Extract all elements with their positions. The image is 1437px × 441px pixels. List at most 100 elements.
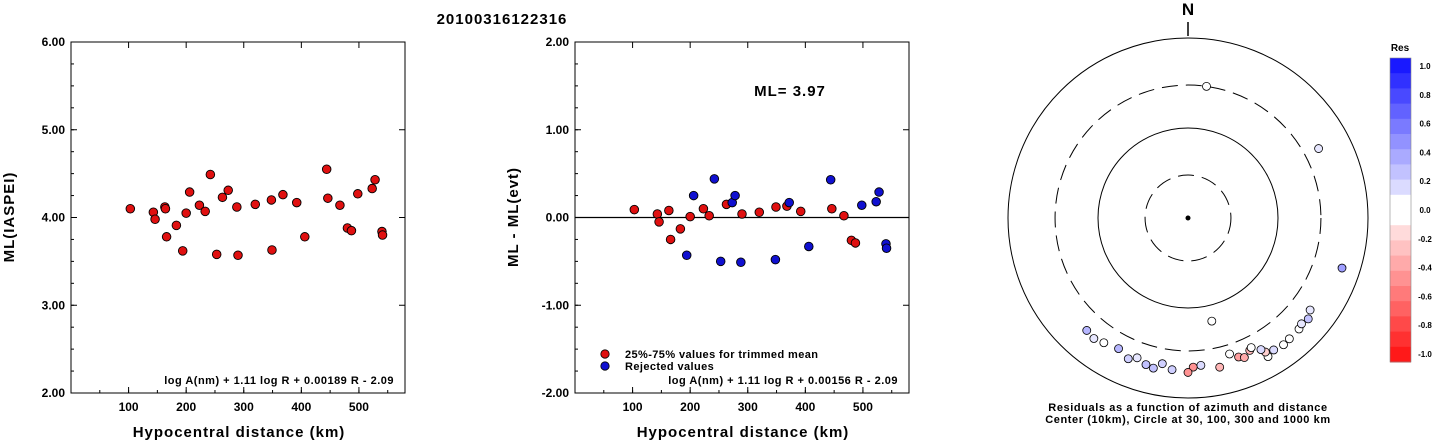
panel1-data-point [370, 175, 380, 185]
panel2-trimmed-point [629, 204, 640, 215]
polar-station-point [1132, 353, 1142, 363]
panel2-x-tick-label: 200 [680, 400, 700, 414]
polar-station-point [1303, 314, 1313, 324]
panel1-data-point [367, 183, 377, 194]
polar-caption-line1: Residuals as a function of azimuth and d… [1048, 402, 1327, 414]
panel2-trimmed-point [652, 209, 663, 219]
panel1-formula: log A(nm) + 1.11 log R + 0.00189 R - 2.0… [164, 375, 394, 387]
panel2-rejected-point [804, 241, 814, 252]
polar-station-point [1284, 334, 1294, 344]
colorbar-cell [1390, 164, 1411, 181]
panel2-x-tick-label: 400 [795, 400, 815, 414]
colorbar-cell [1390, 210, 1411, 226]
polar-station-point [1114, 344, 1123, 353]
colorbar-title: Res [1391, 43, 1410, 54]
panel1-data-point [181, 208, 191, 218]
panel2-trimmed-point [675, 224, 686, 234]
colorbar-cell [1390, 240, 1411, 257]
polar-station-point [1256, 345, 1266, 355]
panel2-y-tick-label: 2.00 [546, 35, 570, 49]
legend-marker-trimmed [600, 349, 610, 359]
colorbar-tick-label: -0.4 [1418, 264, 1432, 273]
polar-station-point [1207, 316, 1217, 326]
residual-colorbar: Res 1.0 0.8 0.6 0.4 0.2 0.0 -0.2 -0.4 -0.6 -0.8 -1… [1389, 43, 1432, 363]
polar-station-point [1297, 319, 1306, 329]
colorbar-cell [1390, 286, 1411, 302]
ml-annotation: ML= 3.97 [754, 83, 826, 100]
panel1-data-point [335, 200, 345, 210]
legend-label-trimmed: 25%-75% values for trimmed mean [625, 349, 818, 361]
panel1-x-tick-label: 500 [349, 400, 369, 414]
colorbar-cell [1390, 88, 1411, 105]
polar-station-point [1167, 365, 1177, 375]
polar-station-point [1157, 359, 1167, 369]
colorbar-tick-label: -0.8 [1418, 321, 1432, 330]
panel1-y-tick-label: 3.00 [42, 298, 66, 312]
panel1-data-point [278, 189, 288, 200]
polar-station-point [1246, 343, 1256, 352]
residual-vs-distance-panel: 100 200 300 400 500 -2.00 -1.00 0.00 1.00 2.00 ML… [505, 35, 910, 441]
panel2-rejected-point [857, 200, 867, 210]
panel2-rejected-point [681, 250, 692, 260]
figure-title: 20100316122316 [437, 11, 568, 28]
panel2-y-tick-label: -2.00 [542, 386, 570, 400]
colorbar-tick-label: 0.4 [1419, 148, 1431, 157]
panel1-y-axis-label: ML(IASPEI) [1, 172, 18, 263]
panel2-trimmed-point [737, 209, 747, 219]
panel1-y-tick-label: 2.00 [42, 386, 66, 400]
panel1-x-tick-label: 100 [119, 400, 139, 414]
colorbar-cell [1390, 316, 1411, 333]
panel2-x-tick-label: 500 [853, 400, 873, 414]
panel1-data-point [232, 202, 242, 212]
panel2-rejected-point [874, 187, 884, 197]
colorbar-cell [1390, 179, 1411, 196]
colorbar-tick-label: 1.0 [1419, 62, 1431, 71]
panel1-y-tick-label: 5.00 [42, 123, 66, 137]
panel1-data-point [205, 169, 216, 180]
panel2-trimmed-point [850, 238, 861, 248]
colorbar-cell [1390, 331, 1411, 348]
panel1-data-point [266, 195, 277, 205]
panel1-data-point [267, 245, 277, 255]
colorbar-tick-label: -0.6 [1418, 292, 1432, 301]
panel1-x-tick-label: 400 [291, 400, 311, 414]
panel1-data-point [323, 193, 333, 203]
panel1-x-tick-label: 300 [234, 400, 254, 414]
polar-station-point [1305, 305, 1315, 315]
panel1-data-point [211, 249, 222, 260]
panel2-y-tick-label: -1.00 [542, 298, 570, 312]
panel1-data-point [321, 164, 332, 174]
polar-station-point [1225, 349, 1234, 359]
panel2-rejected-point [784, 197, 794, 208]
ring-100km [1097, 127, 1279, 309]
ml-vs-distance-panel: 100 200 300 400 500 2.00 3.00 4.00 5.00 6.00 ML(I… [1, 35, 406, 441]
colorbar-tick-label: -0.2 [1418, 235, 1432, 244]
panel2-trimmed-point [685, 211, 695, 222]
colorbar-tick-label: -1.0 [1418, 350, 1432, 359]
panel1-data-point [377, 230, 388, 240]
polar-station-point [1202, 81, 1211, 91]
polar-station-point [1183, 368, 1193, 377]
polar-station-point [1141, 360, 1151, 370]
polar-station-point [1279, 340, 1288, 350]
panel1-data-point [194, 200, 205, 210]
panel2-rejected-point [881, 243, 892, 253]
panel2-x-tick-label: 100 [623, 400, 643, 414]
panel1-data-point [161, 232, 172, 242]
panel1-data-point [233, 250, 243, 260]
panel2-x-axis-label: Hypocentral distance (km) [637, 424, 850, 441]
panel1-data-point [291, 197, 302, 208]
panel2-rejected-point [730, 190, 740, 201]
panel2-x-tick-label: 300 [738, 400, 758, 414]
polar-station-point [1196, 360, 1206, 370]
polar-center [1185, 215, 1191, 221]
colorbar-cell [1390, 103, 1411, 120]
panel2-y-axis-label: ML - ML(evt) [505, 167, 522, 267]
colorbar-tick-label: 0.6 [1419, 120, 1431, 129]
polar-station-point [1089, 334, 1099, 343]
panel2-trimmed-point [839, 210, 849, 221]
panel1-y-tick-label: 6.00 [42, 35, 66, 49]
polar-caption-line2: Center (10km), Circle at 30, 100, 300 an… [1045, 414, 1331, 426]
panel2-trimmed-point [654, 217, 664, 227]
